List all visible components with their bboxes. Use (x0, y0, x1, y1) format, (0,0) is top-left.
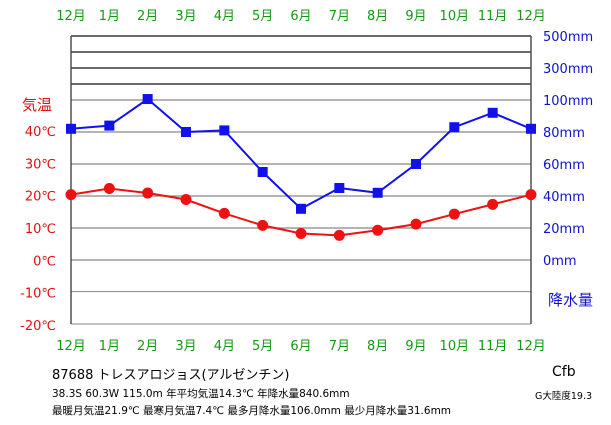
precipitation-tick-label: 500mm (543, 30, 593, 45)
month-label: 12月 (516, 9, 546, 24)
station-name: 87688 トレスアロジョス(アルゼンチン) (52, 368, 290, 383)
temperature-tick-label: 0℃ (33, 254, 56, 269)
temperature-tick-label: -20℃ (20, 319, 56, 334)
precipitation-point (526, 123, 536, 134)
month-label: 7月 (329, 9, 350, 24)
precipitation-axis: 0mm 20mm 40mm 60mm 80mm 100mm 300mm 500mm 降水量 (543, 30, 593, 309)
month-labels-top: 12月 1月 2月 3月 4月 5月 6月 7月 8月 9月 10月 11月 12月 (56, 9, 546, 24)
month-label: 11月 (478, 339, 508, 354)
month-label: 4月 (214, 339, 235, 354)
temperature-tick-label: 40℃ (25, 125, 56, 140)
month-label: 1月 (99, 9, 120, 24)
month-label: 10月 (440, 339, 470, 354)
precipitation-series (66, 94, 536, 214)
month-label: 2月 (137, 9, 158, 24)
temperature-axis-title: 気温 (22, 96, 52, 114)
month-label: 12月 (516, 339, 546, 354)
precipitation-tick-label: 20mm (543, 222, 585, 237)
precipitation-point (257, 167, 268, 177)
temperature-point (142, 187, 154, 199)
month-label: 3月 (175, 339, 196, 354)
climate-classification: Cfb (552, 364, 576, 380)
precipitation-point (219, 125, 230, 136)
month-label: 6月 (290, 9, 311, 24)
month-label: 7月 (329, 339, 350, 354)
temperature-series (65, 183, 537, 241)
temperature-point (525, 189, 537, 201)
precipitation-axis-title: 降水量 (548, 291, 593, 309)
temperature-point (448, 208, 460, 220)
temperature-tick-label: 30℃ (25, 157, 56, 172)
temperature-point (65, 189, 77, 201)
month-labels-bottom: 12月 1月 2月 3月 4月 5月 6月 7月 8月 9月 10月 11月 12月 (56, 339, 546, 354)
precipitation-tick-label: 100mm (543, 94, 593, 109)
month-label: 2月 (137, 339, 158, 354)
precipitation-point (411, 159, 421, 169)
climate-chart: 気温 40℃ 30℃ 20℃ 10℃ 0℃ -10℃ -20℃ 0mm 20mm 40mm 60mm… (20, 9, 593, 354)
temperature-point (410, 218, 422, 230)
precipitation-point (372, 187, 383, 198)
temperature-point (257, 219, 269, 231)
month-label: 6月 (290, 339, 311, 354)
precipitation-tick-label: 60mm (543, 158, 585, 173)
precipitation-point (449, 122, 460, 133)
temperature-tick-label: 20℃ (25, 190, 56, 205)
month-label: 5月 (252, 339, 273, 354)
precipitation-point (66, 123, 76, 134)
temperature-point (333, 229, 345, 241)
temperature-tick-label: 10℃ (25, 222, 56, 237)
temperature-axis: 気温 40℃ 30℃ 20℃ 10℃ 0℃ -10℃ -20℃ (20, 96, 56, 334)
continentality-index: G大陸度19.3 (535, 391, 593, 402)
precipitation-tick-label: 0mm (543, 254, 577, 269)
month-label: 8月 (367, 339, 388, 354)
month-label: 12月 (56, 9, 86, 24)
precipitation-tick-label: 300mm (543, 62, 593, 77)
month-label: 8月 (367, 9, 388, 24)
month-label: 1月 (99, 339, 120, 354)
station-summary-line2: 最暖月気温21.9℃ 最寒月気温7.4℃ 最多月降水量106.0mm 最少月降水… (52, 405, 452, 417)
month-label: 9月 (405, 339, 426, 354)
precipitation-point (296, 203, 306, 214)
month-label: 10月 (440, 9, 470, 24)
temperature-point (180, 194, 192, 206)
month-label: 4月 (214, 9, 235, 24)
month-label: 9月 (405, 9, 426, 24)
chart-grid (70, 35, 532, 325)
station-summary-line1: 38.3S 60.3W 115.0m 年平均気温14.3℃ 年降水量840.6m… (52, 388, 350, 400)
precipitation-point (334, 183, 345, 193)
precipitation-point (104, 120, 115, 131)
temperature-point (372, 224, 384, 236)
temperature-point (218, 207, 230, 219)
temperature-point (103, 183, 115, 195)
precipitation-point (487, 107, 498, 118)
temperature-point (295, 227, 307, 239)
month-label: 12月 (56, 339, 86, 354)
precipitation-tick-label: 80mm (543, 126, 585, 141)
temperature-tick-label: -10℃ (20, 287, 56, 302)
temperature-point (487, 198, 499, 210)
precipitation-tick-label: 40mm (543, 190, 585, 205)
precipitation-point (181, 127, 191, 137)
precipitation-point (142, 94, 153, 105)
month-label: 5月 (252, 9, 273, 24)
month-label: 11月 (478, 9, 508, 24)
month-label: 3月 (175, 9, 196, 24)
